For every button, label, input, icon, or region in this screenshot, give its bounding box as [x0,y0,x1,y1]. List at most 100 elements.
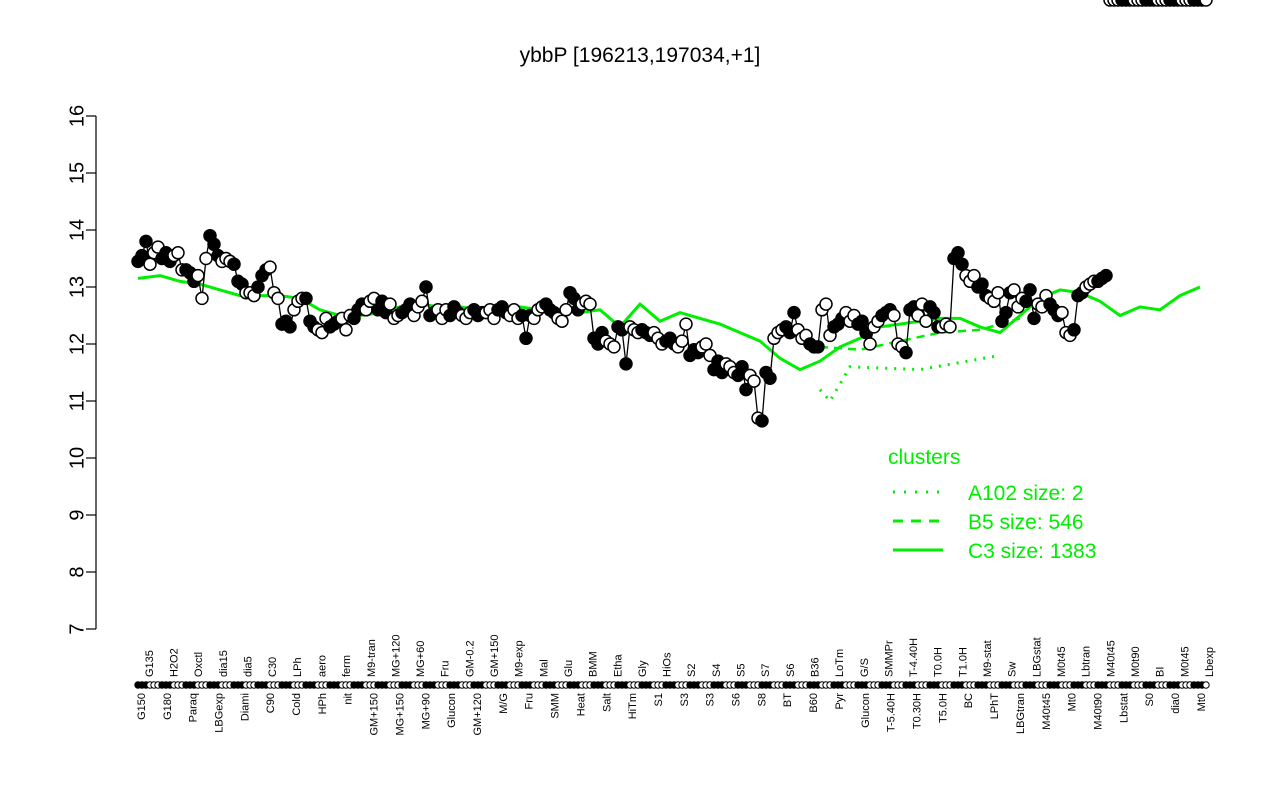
x-label-top: HiOs [662,652,674,677]
data-point [519,331,533,346]
x-label-bottom: S6 [731,693,743,706]
x-label-top: B36 [809,657,821,677]
condition-marker [1202,681,1210,689]
data-point [863,337,877,351]
x-label-bottom: Mt0 [1196,693,1208,711]
x-label-top: M0t45 [1179,646,1191,677]
data-point [1019,294,1033,309]
x-label-top: Lbtran [1081,646,1093,677]
y-tick-label: 9 [66,509,88,520]
data-point [1007,283,1021,297]
data-point [227,257,241,271]
x-axis-rug [134,681,1210,689]
y-tick-label: 13 [66,276,88,298]
x-label-bottom: B60 [808,693,820,713]
legend-entry: C3 size: 1383 [968,540,1096,563]
x-label-bottom: Diami [239,693,251,721]
data-point [383,297,397,311]
data-point [1055,305,1069,320]
x-label-top: Oxctl [193,652,205,677]
x-label-bottom: M/G [498,693,510,714]
x-label-bottom: MG+90 [420,693,432,729]
data-point [1199,0,1213,7]
x-label-bottom: Pyr [834,693,846,710]
data-point [787,305,801,320]
x-label-bottom: Lbstat [1118,693,1130,723]
data-point [419,280,433,294]
data-point [919,314,933,328]
x-label-bottom: T0.30H [912,693,924,729]
x-label-top: G/S [859,658,871,677]
x-label-bottom: Cold [291,693,303,716]
data-point [855,314,869,328]
data-point [735,360,749,374]
x-label-top: T1.0H [957,647,969,677]
legend: clusters A102 size: 2 B5 size: 546 C3 size:… [888,446,1096,563]
x-label-top: M9-stat [982,640,994,677]
x-label-bottom: Mt0 [1067,693,1079,711]
y-tick-label: 11 [66,391,88,412]
data-point [675,334,689,348]
data-point [927,305,941,320]
legend-entry: B5 size: 546 [968,511,1084,534]
x-label-top: T-4.40H [908,638,920,677]
data-point [299,291,313,306]
chart-title: ybbP [196213,197034,+1] [519,44,761,67]
x-label-top: MG+120 [390,635,402,678]
data-point [755,414,769,428]
y-tick-label: 12 [66,333,88,355]
data-point [747,374,761,388]
data-point [619,357,633,371]
x-label-top: BI [1155,667,1167,677]
data-point [763,371,777,385]
cluster-line-b5 [819,317,1021,351]
x-label-bottom: Glucon [446,693,458,728]
x-label-bottom: S0 [1144,693,1156,706]
x-label-bottom: G180 [162,693,174,720]
x-label-top: Etha [612,653,624,677]
x-label-top: Sw [1007,662,1019,677]
data-point [139,234,153,249]
data-point [583,297,597,311]
x-label-bottom: M40t45 [1041,693,1053,730]
data-point [607,340,621,354]
legend-title: clusters [888,446,960,469]
x-label-bottom: MG+150 [394,693,406,736]
data-point [739,382,753,397]
x-label-bottom: LBGexp [213,693,225,733]
cluster-line-c3 [137,274,1201,372]
data-point [263,260,277,274]
y-tick-label: 15 [66,162,88,184]
x-label-bottom: S8 [756,693,768,706]
x-label-top: Gly [637,660,649,677]
data-point [207,237,221,252]
x-label-top: S6 [785,664,797,677]
x-label-top: Mal [538,659,550,677]
x-label-bottom: dia0 [1170,693,1182,714]
data-point [955,257,969,271]
x-label-top: Fru [440,661,452,678]
x-label-top: M40t45 [1105,640,1117,677]
x-label-bottom: T5.0H [937,693,949,723]
x-label-top: aero [316,655,328,677]
x-label-top: LBGstat [1031,637,1043,677]
data-point [887,308,901,323]
x-label-top: H2O2 [169,648,181,677]
data-point [975,277,989,291]
data-point [1067,323,1081,337]
data-point [191,268,205,283]
x-label-top: T0.0H [933,647,945,677]
x-label-bottom: HiTm [627,693,639,719]
data-point [415,294,429,309]
x-label-bottom: S3 [679,693,691,706]
data-point [679,317,693,331]
data-point [283,320,297,334]
x-label-top: M0t45 [1056,646,1068,677]
x-label-bottom: T-5.40H [886,693,898,732]
x-label-bottom: BC [963,693,975,708]
x-label-top: G135 [144,650,156,677]
x-label-top: S4 [711,664,723,677]
y-tick-label: 14 [66,219,88,241]
x-label-top: BMM [588,651,600,677]
x-label-bottom: Salt [601,693,613,712]
